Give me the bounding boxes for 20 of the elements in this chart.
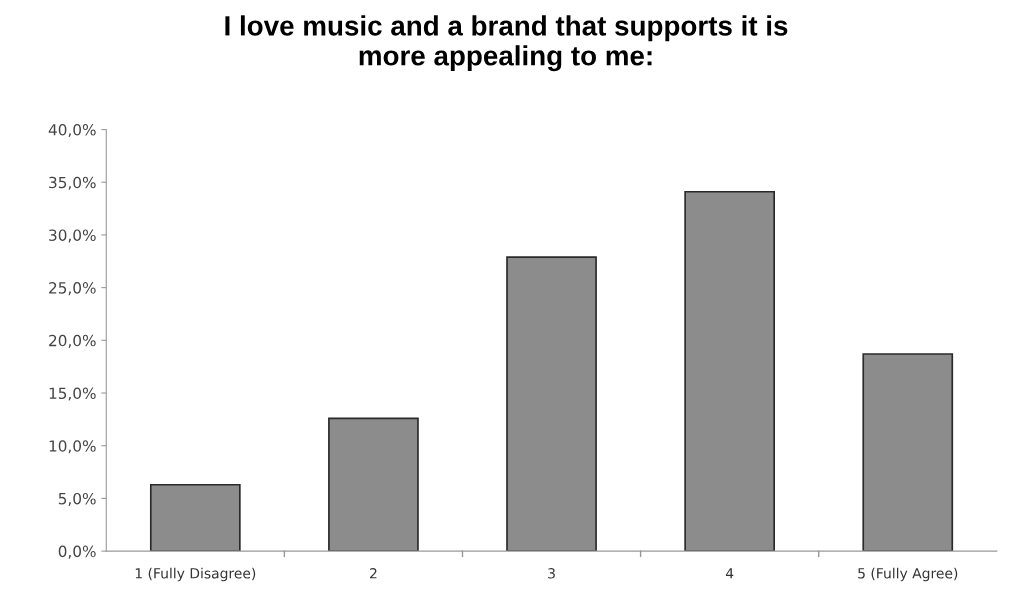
bar <box>684 190 776 552</box>
y-tick-label: 15,0% <box>49 387 96 401</box>
y-tick-label: 40,0% <box>48 124 96 138</box>
x-tick-label: 5 (Fully Agree) <box>858 567 958 582</box>
y-tick-label: 10,0% <box>49 440 96 454</box>
y-tick-label: 0,0% <box>58 545 96 559</box>
chart-title: I love music and a brand that supports it is more appealing to me: <box>225 15 788 72</box>
y-tick-label: 5,0% <box>58 492 96 506</box>
y-tick-label: 25,0% <box>49 282 96 296</box>
bar <box>862 353 954 552</box>
bar <box>149 483 241 552</box>
x-tick-label: 2 <box>370 568 377 579</box>
y-tick-label: 30,0% <box>49 229 96 243</box>
bar <box>506 256 597 552</box>
x-tick-label: 3 <box>548 568 555 579</box>
x-tick-label: 1 (Fully Disagree) <box>135 567 256 582</box>
y-tick-label: 20,0% <box>49 334 96 348</box>
y-tick-label: 35,0% <box>49 176 96 190</box>
x-tick-label: 4 <box>725 568 734 579</box>
bar <box>328 417 419 552</box>
